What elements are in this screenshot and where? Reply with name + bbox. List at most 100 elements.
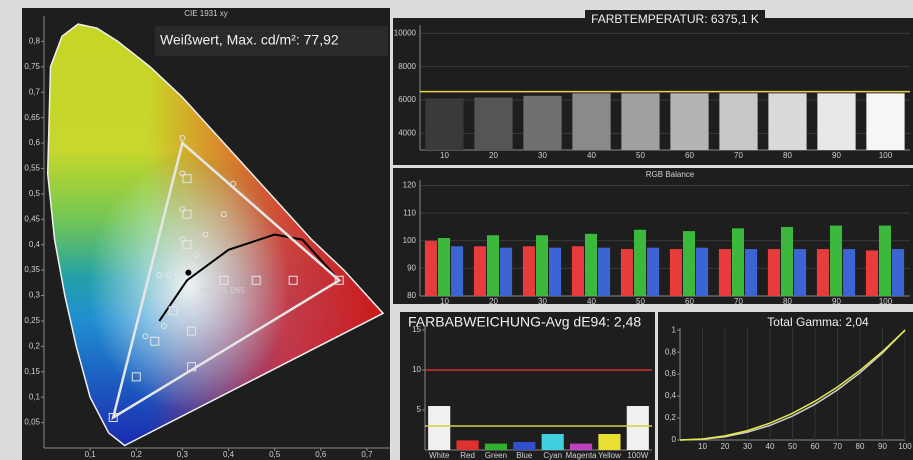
x-tick-label: Magenta <box>565 451 597 460</box>
x-tick-label: Yellow <box>598 451 621 460</box>
x-tick-label: 0,5 <box>269 450 281 459</box>
x-tick-label: 0,6 <box>315 450 327 459</box>
bar <box>878 225 892 296</box>
x-tick-label: Red <box>460 451 475 460</box>
x-tick-label: 0,1 <box>85 450 97 459</box>
y-tick-label: 0,35 <box>24 265 40 274</box>
bar <box>486 235 500 296</box>
y-tick-label: 0,25 <box>24 316 40 325</box>
y-tick-label: 10 <box>412 365 421 374</box>
y-tick-label: 0,1 <box>29 392 41 401</box>
chart-title: CIE 1931 xy <box>184 9 228 18</box>
y-tick-label: 100 <box>403 236 417 245</box>
y-tick-label: 0,8 <box>29 37 41 46</box>
bar <box>719 93 758 150</box>
x-tick-label: 70 <box>734 297 743 306</box>
chart-title: FARBTEMPERATUR: 6375,1 K <box>591 12 759 26</box>
bar <box>569 443 593 450</box>
bar <box>473 246 486 296</box>
x-tick-label: 20 <box>489 151 498 160</box>
x-tick-label: 70 <box>734 151 743 160</box>
target-point <box>182 209 192 219</box>
bar <box>474 97 513 150</box>
x-tick-label: 80 <box>783 151 792 160</box>
measured-point <box>174 272 181 279</box>
bar <box>598 247 611 296</box>
x-tick-label: 100 <box>879 297 893 306</box>
title-box <box>585 10 765 28</box>
target-point <box>334 275 344 285</box>
chart-title: RGB Balance <box>646 170 695 179</box>
bar <box>767 249 780 296</box>
chart-title: Total Gamma: 2,04 <box>767 315 869 329</box>
y-tick-label: 15 <box>412 325 421 334</box>
bar <box>670 93 709 150</box>
y-tick-label: 0,4 <box>665 391 677 400</box>
bar <box>718 249 731 296</box>
measured-point <box>202 231 209 238</box>
bar <box>794 249 807 296</box>
x-tick-label: 60 <box>685 151 694 160</box>
y-tick-label: 0,5 <box>29 189 41 198</box>
bar <box>843 249 856 296</box>
bar <box>541 434 564 450</box>
y-tick-label: 1 <box>672 325 677 334</box>
x-tick-label: 80 <box>783 297 792 306</box>
gamma-line <box>679 329 906 441</box>
bar <box>669 249 682 296</box>
measured-point <box>160 323 167 330</box>
x-tick-label: 0,2 <box>131 450 143 459</box>
bar <box>626 406 649 450</box>
bar <box>513 442 536 450</box>
x-tick-label: 10 <box>440 151 449 160</box>
y-tick-label: 0,55 <box>24 164 40 173</box>
bar <box>682 231 696 296</box>
bar <box>892 249 905 296</box>
y-tick-label: 4000 <box>398 128 416 137</box>
target-point <box>182 174 192 184</box>
bar <box>817 93 856 150</box>
target-point <box>288 275 298 285</box>
locus-outline <box>46 23 385 447</box>
target-point <box>251 275 261 285</box>
x-tick-label: White <box>429 451 450 460</box>
x-tick-label: 40 <box>587 151 596 160</box>
chart-title: FARBABWEICHUNG-Avg dE94: 2,48 <box>408 314 641 330</box>
y-tick-label: 6000 <box>398 95 416 104</box>
measured-point <box>165 272 172 279</box>
x-tick-label: 30 <box>538 297 547 306</box>
measured-point <box>220 211 227 218</box>
bar <box>865 250 878 296</box>
bar <box>549 247 562 296</box>
y-tick-label: 110 <box>403 208 416 217</box>
bar <box>425 98 464 150</box>
bar <box>500 247 513 296</box>
bar <box>647 247 660 296</box>
target-point <box>108 413 118 423</box>
x-tick-label: 20 <box>489 297 498 306</box>
bar <box>535 235 549 296</box>
x-tick-label: 90 <box>832 151 841 160</box>
bar <box>829 225 843 296</box>
x-tick-label: 40 <box>587 297 596 306</box>
x-tick-label: 70 <box>833 442 842 451</box>
measured-point <box>188 262 195 269</box>
y-tick-label: 0,75 <box>24 62 40 71</box>
x-tick-label: 80 <box>856 442 865 451</box>
y-tick-label: 0 <box>672 435 677 444</box>
y-tick-label: 0,7 <box>29 87 41 96</box>
bar <box>745 249 758 296</box>
bar <box>598 434 621 450</box>
gamut-triangle <box>111 140 342 421</box>
bar <box>633 229 647 296</box>
y-tick-label: 0,2 <box>665 413 677 422</box>
measured-point <box>179 134 186 141</box>
planckian-locus <box>158 233 336 322</box>
y-tick-label: 0,6 <box>665 369 677 378</box>
bar <box>780 226 794 296</box>
x-tick-label: 10 <box>440 297 449 306</box>
bar <box>620 249 633 296</box>
bar <box>484 443 508 450</box>
bar <box>424 240 437 296</box>
